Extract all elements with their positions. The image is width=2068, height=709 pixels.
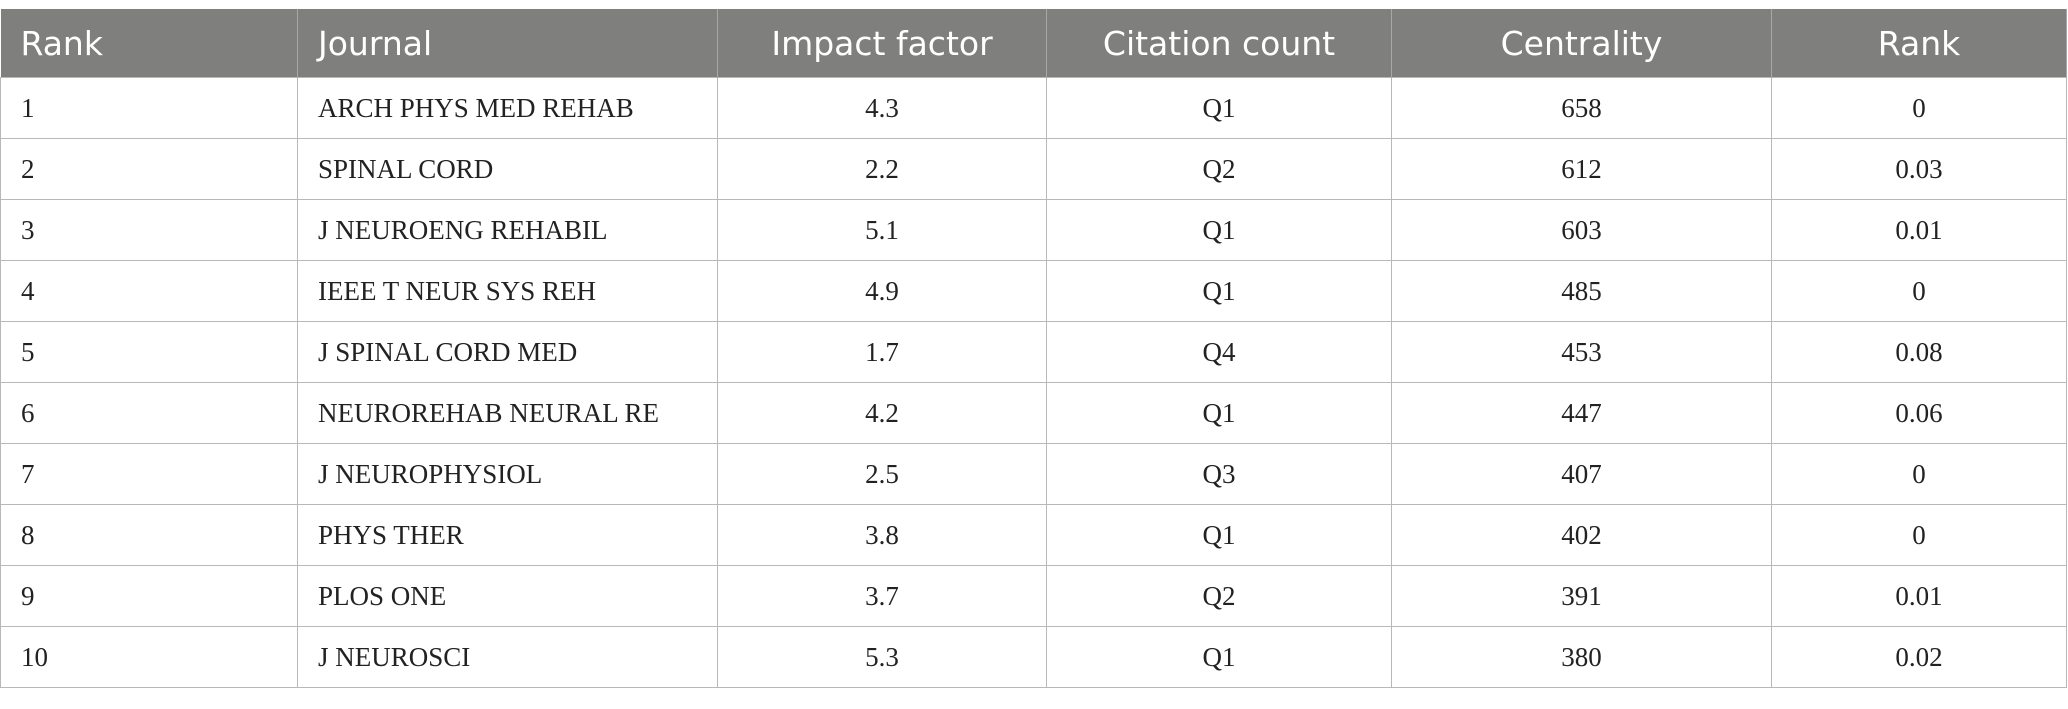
table-cell: 2: [0, 138, 298, 200]
column-header: Rank: [1771, 9, 2067, 78]
column-header: Impact factor: [717, 9, 1047, 78]
table-row: 6 NEUROREHAB NEURAL RE 4.2 Q1 447 0.06: [0, 382, 2067, 444]
table-cell: 402: [1391, 504, 1772, 566]
table-cell: Q4: [1046, 321, 1392, 383]
table-cell: Q2: [1046, 565, 1392, 627]
table-cell: PLOS ONE: [297, 565, 718, 627]
table-cell: 9: [0, 565, 298, 627]
table-cell: 5.1: [717, 199, 1047, 261]
table-cell: Q1: [1046, 382, 1392, 444]
table-cell: 4: [0, 260, 298, 322]
table-cell: 3: [0, 199, 298, 261]
table-cell: 2.2: [717, 138, 1047, 200]
table-cell: J NEUROENG REHABIL: [297, 199, 718, 261]
table-cell: 1: [0, 77, 298, 139]
table-cell: ARCH PHYS MED REHAB: [297, 77, 718, 139]
table-row: 8 PHYS THER 3.8 Q1 402 0: [0, 504, 2067, 566]
table-row: 9 PLOS ONE 3.7 Q2 391 0.01: [0, 565, 2067, 627]
table-cell: 0.08: [1771, 321, 2067, 383]
table: Rank Journal Impact factor Citation count Ce…: [0, 9, 2067, 688]
table-cell: SPINAL CORD: [297, 138, 718, 200]
table-cell: 1.7: [717, 321, 1047, 383]
table-container: Rank Journal Impact factor Citation count Ce…: [0, 9, 2067, 688]
table-cell: 0.01: [1771, 565, 2067, 627]
table-cell: IEEE T NEUR SYS REH: [297, 260, 718, 322]
table-cell: 0.01: [1771, 199, 2067, 261]
table-cell: J NEUROSCI: [297, 626, 718, 688]
table-cell: NEUROREHAB NEURAL RE: [297, 382, 718, 444]
table-row: 2 SPINAL CORD 2.2 Q2 612 0.03: [0, 138, 2067, 200]
table-cell: 447: [1391, 382, 1772, 444]
column-header: Rank: [0, 9, 298, 78]
table-cell: 8: [0, 504, 298, 566]
table-cell: 0: [1771, 77, 2067, 139]
table-cell: 391: [1391, 565, 1772, 627]
table-row: 1 ARCH PHYS MED REHAB 4.3 Q1 658 0: [0, 77, 2067, 139]
table-cell: 4.3: [717, 77, 1047, 139]
table-row: 4 IEEE T NEUR SYS REH 4.9 Q1 485 0: [0, 260, 2067, 322]
table-cell: 3.8: [717, 504, 1047, 566]
table-cell: 5.3: [717, 626, 1047, 688]
table-cell: 453: [1391, 321, 1772, 383]
table-cell: 0: [1771, 504, 2067, 566]
table-row: 10 J NEUROSCI 5.3 Q1 380 0.02: [0, 626, 2067, 688]
table-cell: Q1: [1046, 626, 1392, 688]
table-cell: 7: [0, 443, 298, 505]
table-cell: Q1: [1046, 504, 1392, 566]
table-cell: 2.5: [717, 443, 1047, 505]
column-header: Journal: [297, 9, 718, 78]
table-cell: 380: [1391, 626, 1772, 688]
column-header: Citation count: [1046, 9, 1392, 78]
table-cell: 0.03: [1771, 138, 2067, 200]
table-cell: 5: [0, 321, 298, 383]
table-cell: 0: [1771, 443, 2067, 505]
table-cell: 658: [1391, 77, 1772, 139]
table-cell: 603: [1391, 199, 1772, 261]
table-cell: 612: [1391, 138, 1772, 200]
table-cell: 6: [0, 382, 298, 444]
table-cell: Q1: [1046, 260, 1392, 322]
table-cell: 3.7: [717, 565, 1047, 627]
table-cell: J NEUROPHYSIOL: [297, 443, 718, 505]
table-cell: Q2: [1046, 138, 1392, 200]
table-cell: J SPINAL CORD MED: [297, 321, 718, 383]
table-cell: 10: [0, 626, 298, 688]
table-cell: 485: [1391, 260, 1772, 322]
table-body: 1 ARCH PHYS MED REHAB 4.3 Q1 658 0 2 SPINAL COR…: [0, 77, 2067, 688]
table-cell: Q3: [1046, 443, 1392, 505]
table-cell: PHYS THER: [297, 504, 718, 566]
table-cell: Q1: [1046, 199, 1392, 261]
header-row: Rank Journal Impact factor Citation count Ce…: [0, 9, 2067, 78]
table-cell: Q1: [1046, 77, 1392, 139]
table-cell: 4.2: [717, 382, 1047, 444]
table-cell: 407: [1391, 443, 1772, 505]
table-cell: 0: [1771, 260, 2067, 322]
table-cell: 0.06: [1771, 382, 2067, 444]
table-cell: 0.02: [1771, 626, 2067, 688]
table-cell: 4.9: [717, 260, 1047, 322]
column-header: Centrality: [1391, 9, 1772, 78]
